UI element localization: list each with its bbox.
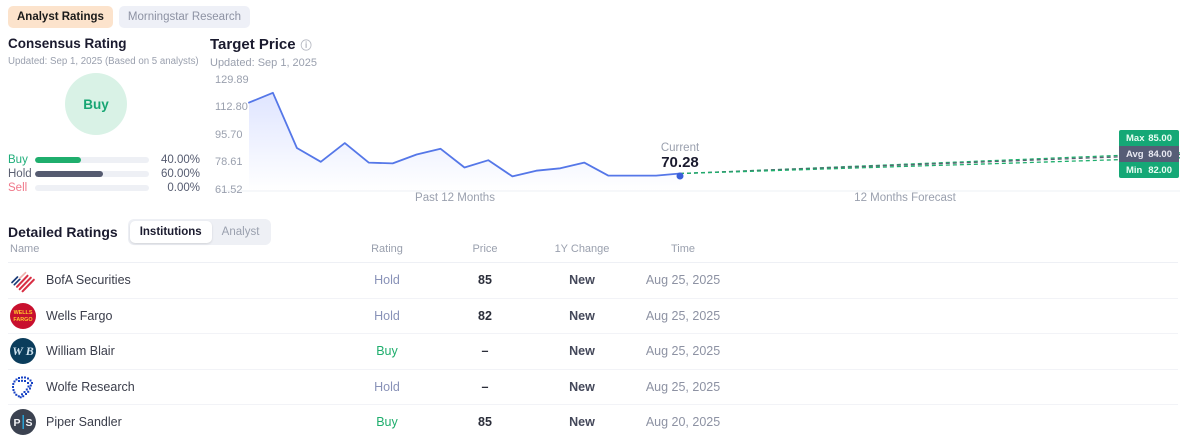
svg-text:FARGO: FARGO [13,317,32,323]
svg-text:WELLS: WELLS [14,310,33,316]
svg-text:P: P [13,417,20,429]
svg-text:S: S [25,417,32,429]
svg-text:W B: W B [12,344,33,358]
